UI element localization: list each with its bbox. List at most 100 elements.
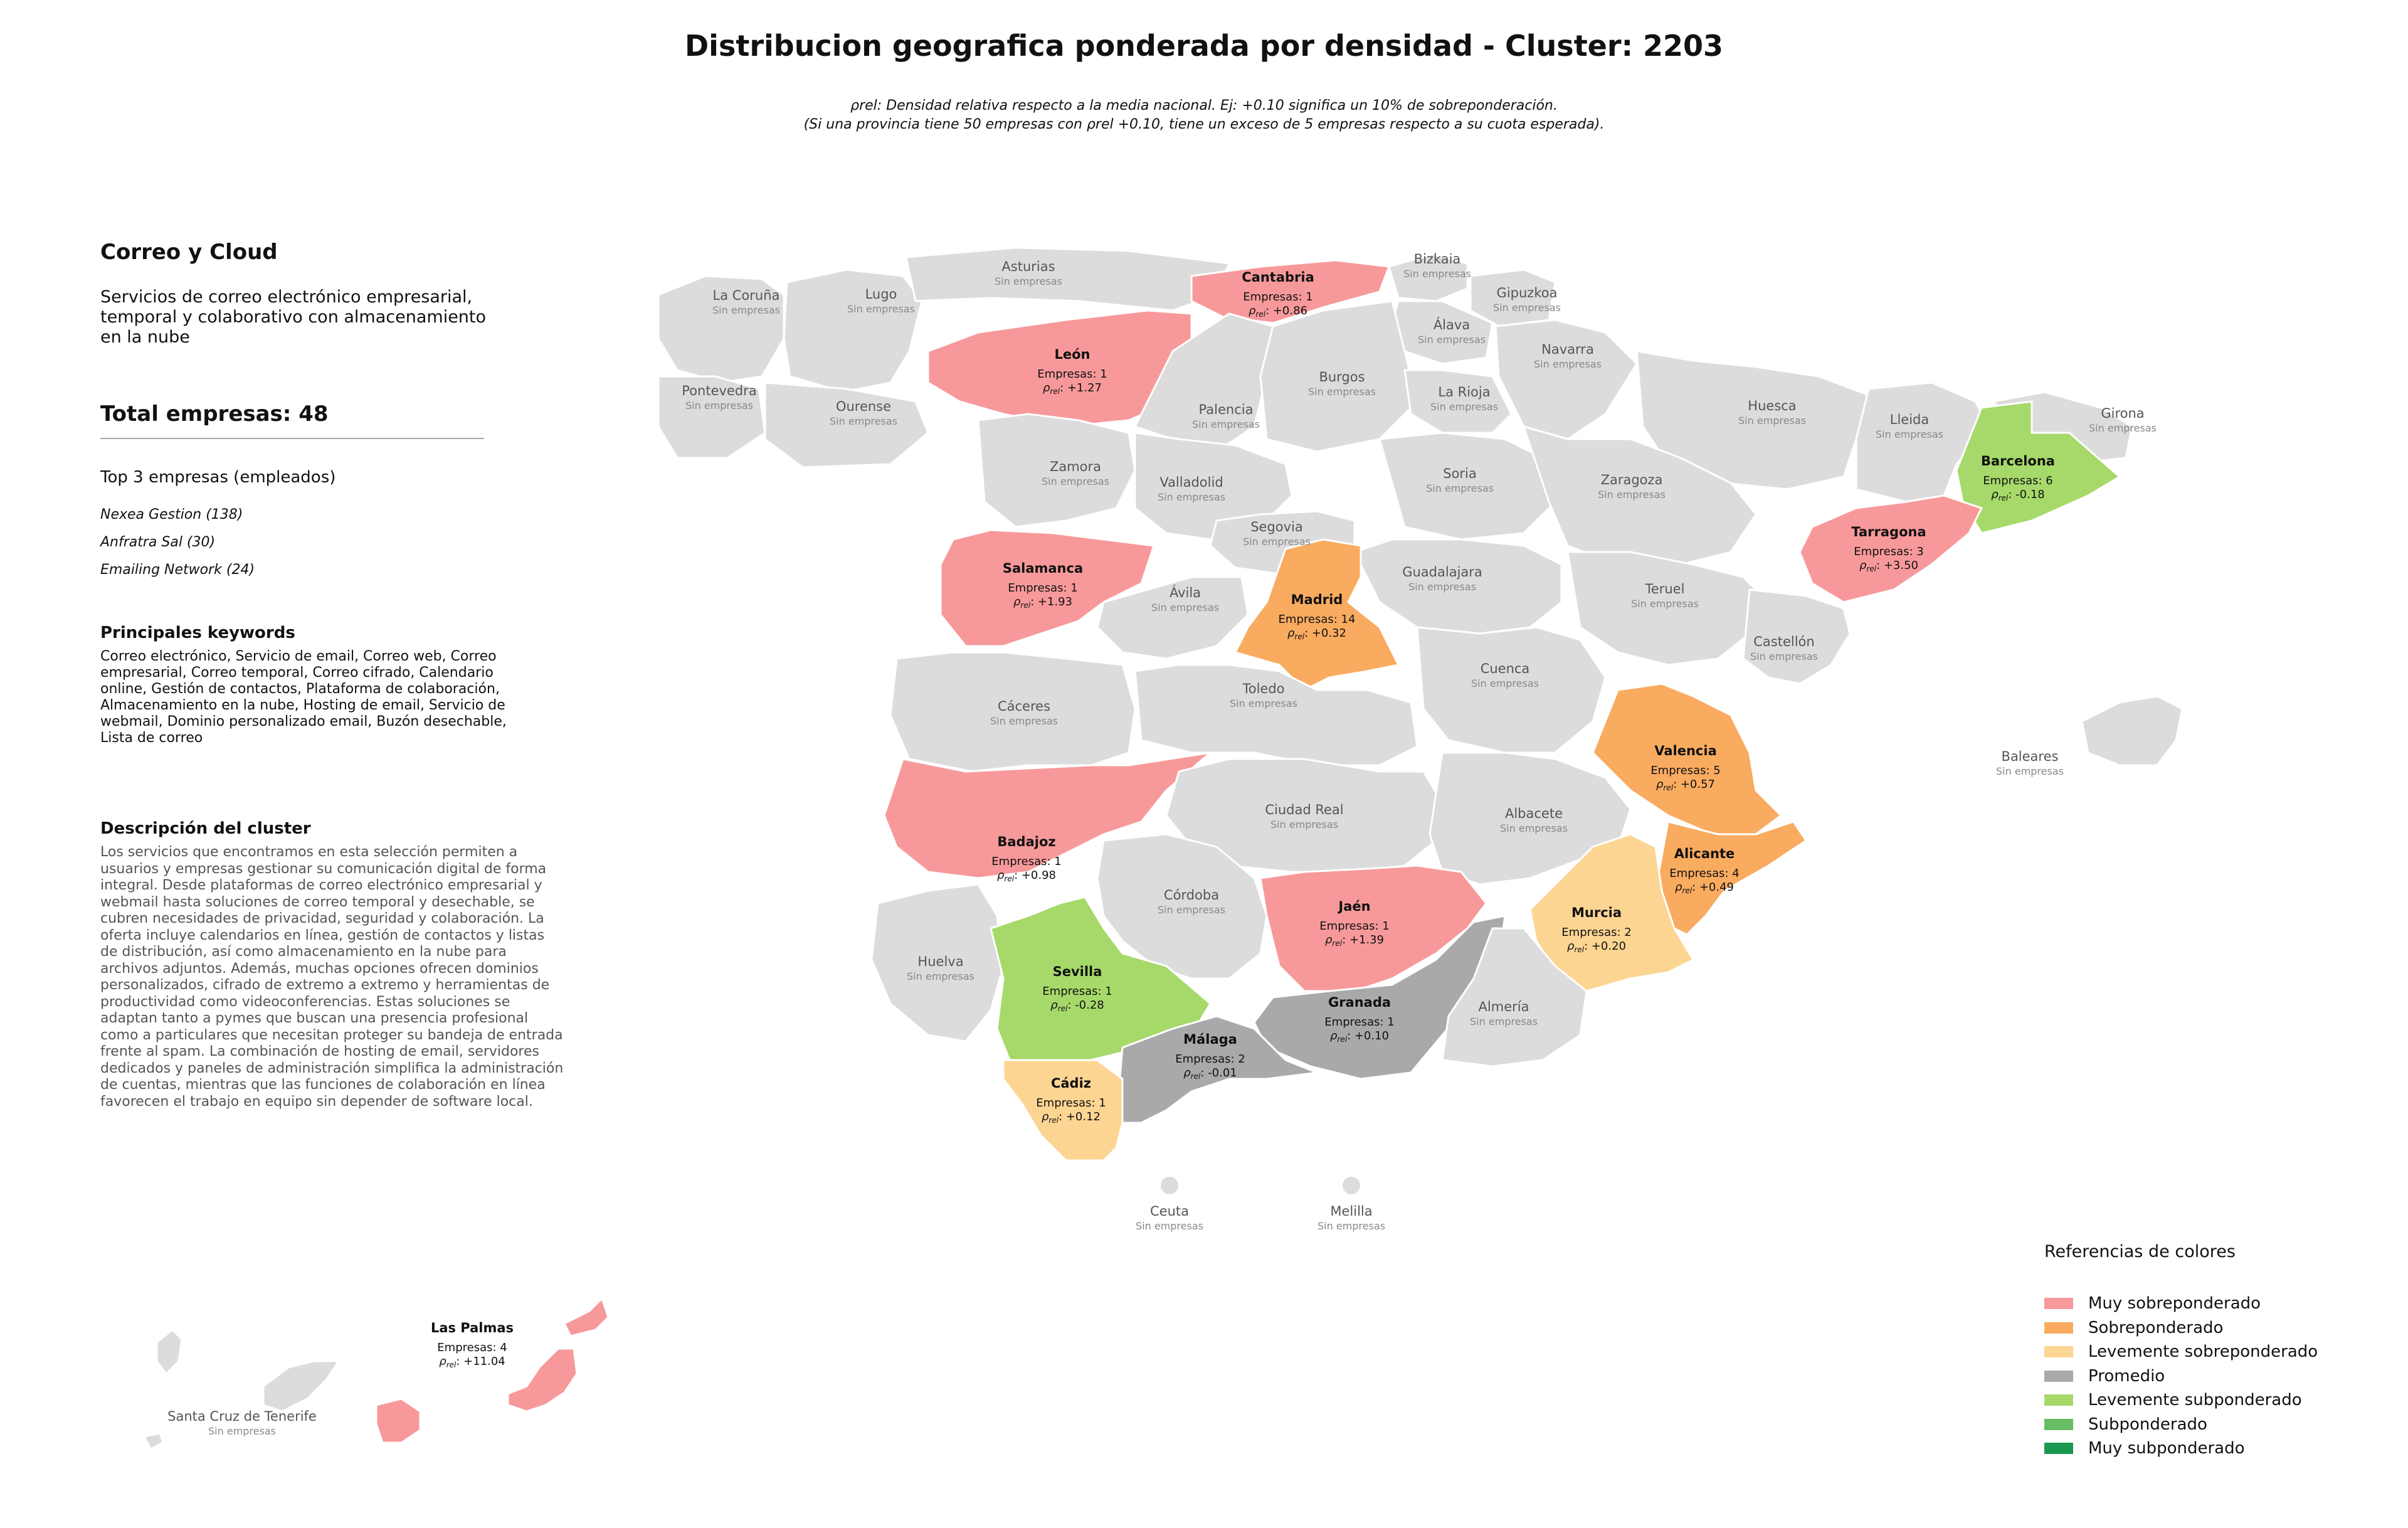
- province-label-zamora: Zamora: [1050, 459, 1101, 474]
- province-guadalajara: [1353, 538, 1563, 635]
- province-label-ciudad-real: Ciudad Real: [1265, 802, 1343, 817]
- province-label-girona: Girona: [2101, 406, 2144, 421]
- province-label-barcelona: Barcelona: [1981, 454, 2055, 469]
- province-companies-alicante: Empresas: 4: [1669, 867, 1739, 880]
- province-empty-ciudad-real: Sin empresas: [1270, 819, 1338, 830]
- province-lugo: [783, 268, 923, 393]
- province-pontevedra: [657, 375, 766, 459]
- province-burgos: [1259, 300, 1418, 453]
- province-label-las-palmas: Las Palmas: [431, 1320, 514, 1335]
- province-soria: [1378, 432, 1556, 541]
- province-label-cadiz: Cádiz: [1051, 1076, 1091, 1091]
- province-label-caceres: Cáceres: [998, 699, 1050, 714]
- province-companies-barcelona: Empresas: 6: [1983, 474, 2052, 487]
- province-rho-malaga: ρrel: -0.01: [1183, 1066, 1237, 1081]
- legend-swatch: [2044, 1443, 2073, 1455]
- province-rho-granada: ρrel: +0.10: [1330, 1029, 1389, 1044]
- province-label-zaragoza: Zaragoza: [1601, 472, 1663, 487]
- province-barcelona: [1955, 400, 2121, 534]
- province-empty-santa-cruz-de-tenerife: Sin empresas: [208, 1425, 276, 1437]
- top-company-2: Anfratra Sal (30): [100, 534, 216, 550]
- province-empty-segovia: Sin empresas: [1243, 536, 1311, 548]
- province-rho-tarragona: ρrel: +3.50: [1859, 559, 1918, 573]
- province-companies-badajoz: Empresas: 1: [991, 855, 1061, 868]
- province-label-murcia: Murcia: [1571, 905, 1622, 920]
- province-label-gipuzkoa: Gipuzkoa: [1497, 285, 1558, 300]
- province-rho-murcia: ρrel: +0.20: [1567, 940, 1626, 954]
- province-castellon: [1742, 588, 1851, 685]
- legend-swatch: [2044, 1322, 2073, 1334]
- description-heading: Descripción del cluster: [100, 819, 311, 838]
- province-rho-leon: ρrel: +1.27: [1043, 381, 1102, 396]
- province-companies-cantabria: Empresas: 1: [1243, 290, 1312, 304]
- province-companies-tarragona: Empresas: 3: [1854, 545, 1923, 558]
- province-empty-huelva: Sin empresas: [907, 970, 974, 982]
- province-label-navarra: Navarra: [1541, 342, 1594, 357]
- province-companies-sevilla: Empresas: 1: [1042, 985, 1112, 998]
- legend-swatch: [2044, 1298, 2073, 1310]
- province-rho-cantabria: ρrel: +0.86: [1249, 304, 1307, 319]
- legend-item: Sobreponderado: [2044, 1316, 2395, 1340]
- province-companies-las-palmas: Empresas: 4: [437, 1341, 507, 1354]
- province-rho-jaen: ρrel: +1.39: [1325, 933, 1384, 948]
- province-label-guadalajara: Guadalajara: [1402, 565, 1482, 580]
- province-la-coruna: [657, 275, 785, 384]
- province-zamora: [977, 413, 1136, 528]
- province-asturias: [905, 247, 1230, 312]
- province-label-palencia: Palencia: [1199, 402, 1254, 417]
- province-companies-jaen: Empresas: 1: [1319, 920, 1389, 933]
- province-toledo: [1134, 664, 1418, 767]
- province-label-baleares: Baleares: [2002, 749, 2059, 764]
- legend-item: Muy subponderado: [2044, 1436, 2395, 1461]
- legend-label: Levemente sobreponderado: [2088, 1342, 2318, 1362]
- province-ceuta: [1161, 1177, 1178, 1194]
- province-label-sevilla: Sevilla: [1053, 964, 1102, 979]
- province-huelva: [870, 883, 1005, 1043]
- province-lleida: [1855, 381, 1989, 503]
- province-companies-valencia: Empresas: 5: [1650, 764, 1720, 777]
- province-las-palmas: [507, 1347, 578, 1413]
- top-company-3: Emailing Network (24): [100, 562, 255, 578]
- description-text: Los servicios que encontramos en esta se…: [100, 844, 564, 1110]
- province-label-albacete: Albacete: [1505, 806, 1563, 821]
- province-empty-cuenca: Sin empresas: [1471, 677, 1539, 689]
- province-la-rioja: [1403, 369, 1513, 434]
- province-label-la-coruna: La Coruña: [713, 288, 780, 303]
- province-empty-melilla: Sin empresas: [1318, 1220, 1385, 1232]
- province-empty-la-coruna: Sin empresas: [712, 304, 780, 316]
- province-empty-bizkaia: Sin empresas: [1403, 268, 1471, 280]
- province-empty-caceres: Sin empresas: [990, 715, 1058, 727]
- legend-label: Muy subponderado: [2088, 1439, 2245, 1458]
- province-companies-madrid: Empresas: 14: [1279, 613, 1356, 626]
- density-note-line2: (Si una provincia tiene 50 empresas con …: [803, 117, 1605, 132]
- province-badajoz: [883, 751, 1212, 879]
- island-santa-cruz-de-tenerife-2: [142, 1432, 164, 1451]
- province-rho-barcelona: ρrel: -0.18: [1991, 488, 2044, 502]
- province-label-bizkaia: Bizkaia: [1414, 252, 1461, 267]
- legend-label: Sobreponderado: [2088, 1318, 2224, 1337]
- divider: [100, 438, 484, 439]
- legend-label: Levemente subponderado: [2088, 1391, 2302, 1410]
- cluster-name: Correo y Cloud: [100, 240, 278, 265]
- province-label-ceuta: Ceuta: [1150, 1204, 1189, 1219]
- province-label-melilla: Melilla: [1330, 1204, 1372, 1219]
- province-empty-almeria: Sin empresas: [1470, 1016, 1538, 1027]
- province-empty-navarra: Sin empresas: [1534, 358, 1602, 370]
- province-avila: [1096, 576, 1249, 660]
- province-bizkaia: [1388, 253, 1469, 302]
- top-company-1: Nexea Gestion (138): [100, 507, 243, 523]
- province-empty-castellon: Sin empresas: [1750, 650, 1818, 662]
- province-label-cordoba: Córdoba: [1164, 888, 1219, 903]
- province-label-la-rioja: La Rioja: [1438, 385, 1490, 400]
- province-label-badajoz: Badajoz: [997, 834, 1055, 849]
- province-empty-toledo: Sin empresas: [1230, 698, 1297, 709]
- province-rho-cadiz: ρrel: +0.12: [1042, 1110, 1101, 1125]
- province-navarra: [1494, 319, 1638, 440]
- province-empty-ourense: Sin empresas: [830, 415, 897, 427]
- province-salamanca: [939, 529, 1155, 647]
- legend-label: Subponderado: [2088, 1414, 2207, 1434]
- province-cuenca: [1416, 626, 1607, 754]
- province-label-granada: Granada: [1328, 995, 1391, 1010]
- keywords-heading: Principales keywords: [100, 623, 295, 642]
- province-label-segovia: Segovia: [1250, 519, 1303, 534]
